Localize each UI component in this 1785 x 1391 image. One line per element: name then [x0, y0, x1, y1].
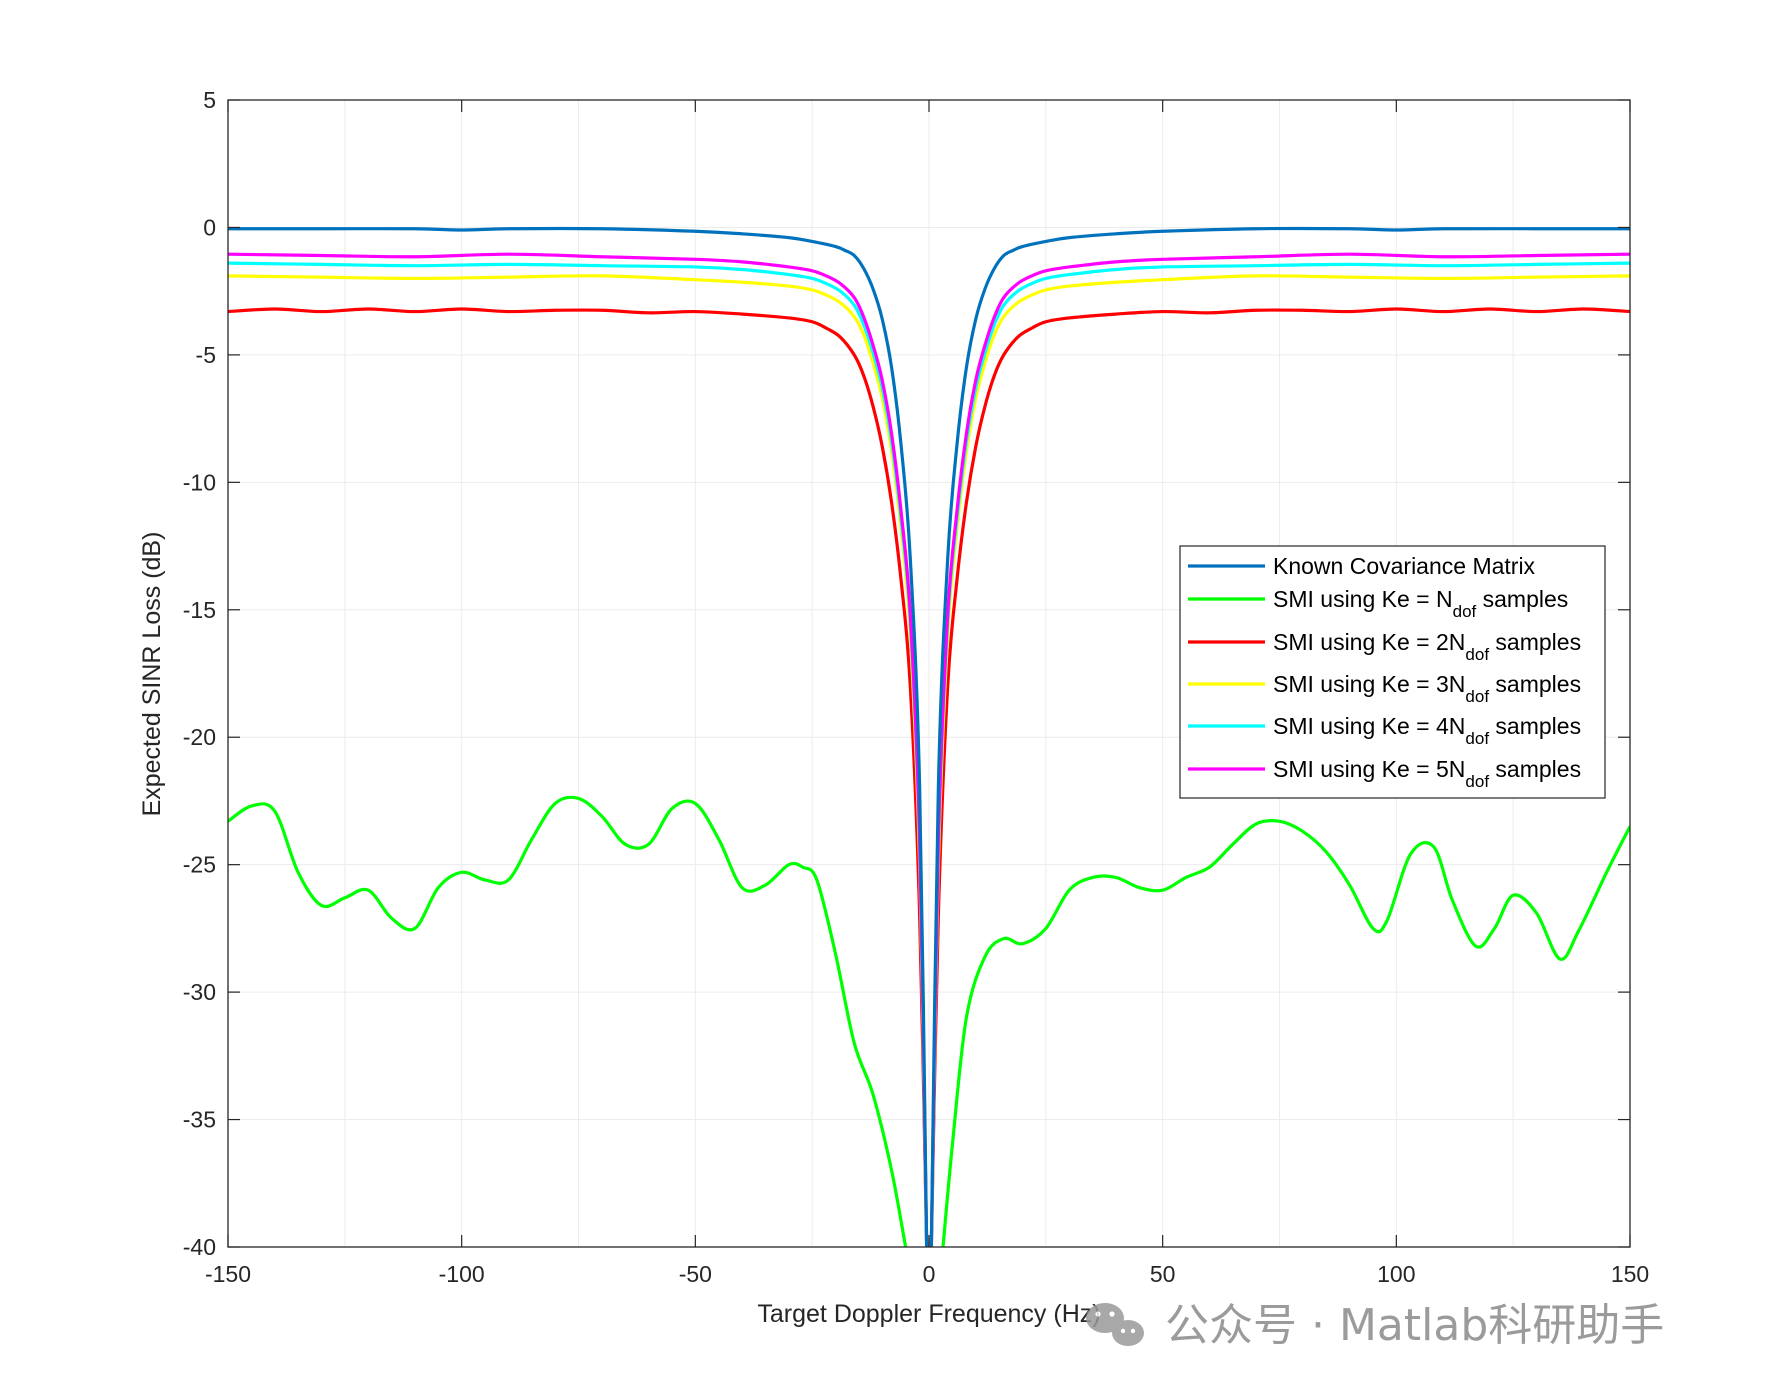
legend-item: SMI using Ke = 2Ndof samples [1188, 629, 1581, 664]
legend-label: SMI using Ke = Ndof samples [1273, 586, 1568, 621]
x-tick-label: 50 [1150, 1261, 1176, 1287]
y-tick-label: -15 [183, 597, 216, 623]
x-tick-labels: -150 -100 -50 0 50 100 150 [205, 1261, 1649, 1287]
y-tick-labels: 5 0 -5 -10 -15 -20 -25 -30 -35 -40 [183, 87, 216, 1260]
series-3 [228, 307, 1630, 1247]
x-tick-label: -50 [679, 1261, 712, 1287]
legend-label: SMI using Ke = 4Ndof samples [1273, 713, 1581, 748]
tick-marks [227, 99, 1631, 1248]
series-line-right [929, 226, 1630, 1247]
y-tick-label: -25 [183, 852, 216, 878]
y-tick-label: -20 [183, 724, 216, 750]
series-line-left [228, 252, 929, 1247]
legend-item: SMI using Ke = 5Ndof samples [1188, 756, 1581, 791]
series-6 [228, 252, 1630, 1247]
y-tick-label: -10 [183, 469, 216, 495]
legend-item: Known Covariance Matrix [1188, 553, 1536, 579]
y-tick-label: 0 [203, 214, 216, 240]
x-tick-label: -100 [439, 1261, 485, 1287]
legend-item: SMI using Ke = 3Ndof samples [1188, 671, 1581, 706]
legend-label: SMI using Ke = 3Ndof samples [1273, 671, 1581, 706]
y-tick-label: -30 [183, 979, 216, 1005]
legend-label: SMI using Ke = 2Ndof samples [1273, 629, 1581, 664]
series-line-right [941, 818, 1630, 1247]
legend-label: Known Covariance Matrix [1273, 553, 1536, 579]
watermark-text: 公众号 · Matlab科研助手 [1165, 1300, 1664, 1351]
series-line-left [228, 307, 929, 1247]
series-1 [228, 226, 1630, 1247]
x-tick-label: 150 [1611, 1261, 1649, 1287]
watermark: 公众号 · Matlab科研助手 [1086, 1300, 1664, 1351]
legend: Known Covariance Matrix SMI using Ke = Nd… [1179, 545, 1606, 799]
y-tick-label: -5 [196, 342, 216, 368]
legend-label: SMI using Ke = 5Ndof samples [1273, 756, 1581, 791]
x-tick-label: -150 [205, 1261, 251, 1287]
wechat-icon [1086, 1303, 1144, 1346]
y-tick-label: -35 [183, 1107, 216, 1133]
y-tick-label: -40 [183, 1234, 216, 1260]
series-line-left [228, 795, 908, 1247]
legend-item: SMI using Ke = 4Ndof samples [1188, 713, 1581, 748]
x-tick-label: 100 [1377, 1261, 1415, 1287]
series-line-right [929, 252, 1630, 1247]
series-2 [228, 795, 1630, 1247]
x-tick-label: 0 [923, 1261, 936, 1287]
y-axis-label: Expected SINR Loss (dB) [138, 532, 166, 817]
y-tick-label: 5 [203, 87, 216, 113]
x-axis-label: Target Doppler Frequency (Hz) [757, 1300, 1100, 1328]
series-layer [228, 226, 1630, 1247]
legend-item: SMI using Ke = Ndof samples [1188, 586, 1568, 621]
series-line-right [929, 307, 1630, 1247]
series-line-left [228, 226, 929, 1247]
legend-box [1179, 545, 1606, 799]
